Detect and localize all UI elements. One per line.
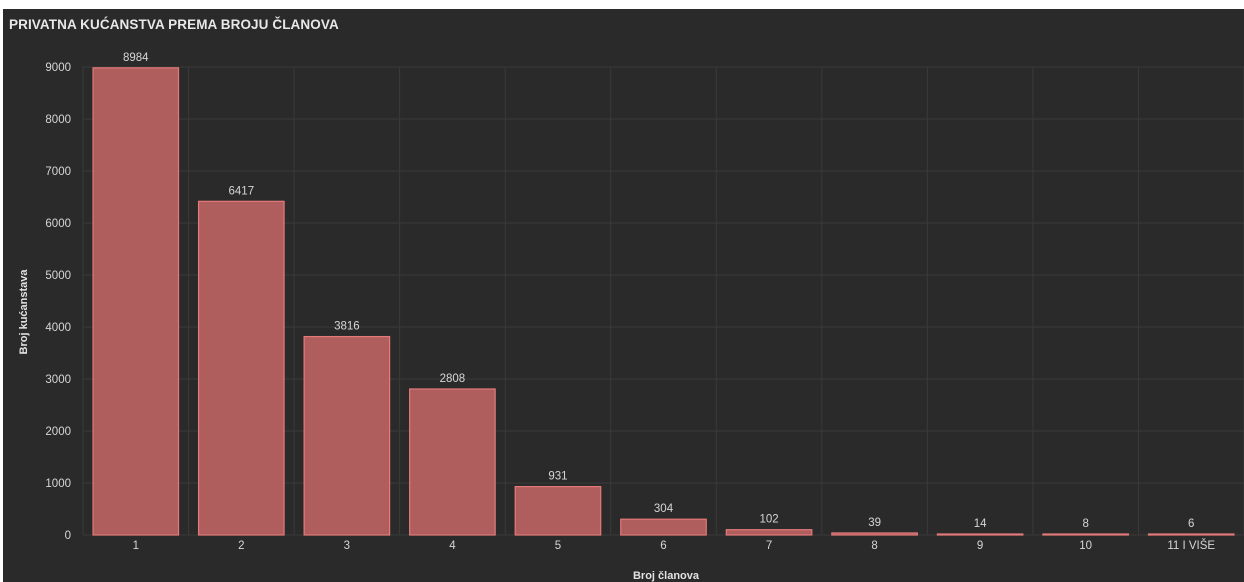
x-axis-title: Broj članova bbox=[633, 570, 700, 582]
x-tick-label: 1 bbox=[133, 540, 139, 552]
y-tick-label: 0 bbox=[65, 530, 71, 542]
data-label: 6 bbox=[1188, 518, 1194, 530]
bar-2[interactable] bbox=[197, 200, 285, 536]
x-tick-label: 4 bbox=[449, 540, 456, 552]
bar-8[interactable] bbox=[831, 532, 918, 536]
x-tick-label: 9 bbox=[977, 540, 983, 552]
x-tick-label: 11 I VIŠE bbox=[1167, 539, 1215, 552]
data-label: 6417 bbox=[229, 185, 255, 197]
y-tick-label: 5000 bbox=[45, 270, 71, 282]
y-tick-label: 3000 bbox=[45, 374, 71, 386]
bar-7[interactable] bbox=[725, 529, 813, 536]
x-tick-label: 10 bbox=[1079, 540, 1092, 552]
bar-10[interactable] bbox=[1042, 533, 1130, 536]
bar-9[interactable] bbox=[936, 533, 1024, 536]
x-tick-label: 7 bbox=[766, 540, 772, 552]
data-label: 102 bbox=[759, 514, 778, 526]
bar-5[interactable] bbox=[514, 485, 602, 536]
grid-lines bbox=[82, 66, 1244, 536]
bars bbox=[92, 67, 1235, 536]
data-label: 39 bbox=[868, 517, 881, 529]
y-tick-label: 7000 bbox=[45, 166, 71, 178]
y-tick-label: 2000 bbox=[45, 426, 71, 438]
data-labels: 8984 6417 3816 2808 931 304 102 39 14 8 6 bbox=[123, 52, 1194, 530]
y-tick-label: 6000 bbox=[45, 218, 71, 230]
bar-1[interactable] bbox=[92, 67, 180, 536]
bar-11-i-više[interactable] bbox=[1147, 533, 1235, 536]
x-tick-label: 8 bbox=[871, 540, 877, 552]
x-tick-label: 5 bbox=[555, 540, 561, 552]
y-tick-label: 9000 bbox=[45, 62, 71, 74]
y-tick-label: 4000 bbox=[45, 322, 71, 334]
data-label: 931 bbox=[548, 471, 567, 483]
data-label: 304 bbox=[654, 503, 674, 515]
data-label: 2808 bbox=[440, 373, 466, 385]
y-tick-label: 1000 bbox=[45, 478, 71, 490]
bar-4[interactable] bbox=[409, 388, 496, 536]
data-label: 3816 bbox=[334, 321, 360, 333]
y-axis-ticks: 0 1000 2000 3000 4000 5000 6000 7000 8000 9000 bbox=[45, 62, 71, 542]
x-tick-label: 3 bbox=[344, 540, 350, 552]
chart-panel: PRIVATNA KUĆANSTVA PREMA BROJU ČLANOVA 0… bbox=[3, 9, 1244, 582]
data-label: 8984 bbox=[123, 52, 149, 64]
chart-title: PRIVATNA KUĆANSTVA PREMA BROJU ČLANOVA bbox=[9, 17, 339, 32]
bar-6[interactable] bbox=[620, 518, 707, 536]
x-tick-label: 6 bbox=[660, 540, 666, 552]
x-tick-label: 2 bbox=[238, 540, 244, 552]
data-label: 8 bbox=[1082, 518, 1088, 530]
x-axis-ticks: 1 2 3 4 5 6 7 8 9 10 11 I VIŠE bbox=[133, 539, 1216, 552]
data-label: 14 bbox=[974, 518, 987, 530]
bar-3[interactable] bbox=[303, 335, 391, 536]
y-tick-label: 8000 bbox=[45, 114, 71, 126]
y-axis-title: Broj kućanstava bbox=[18, 269, 30, 355]
